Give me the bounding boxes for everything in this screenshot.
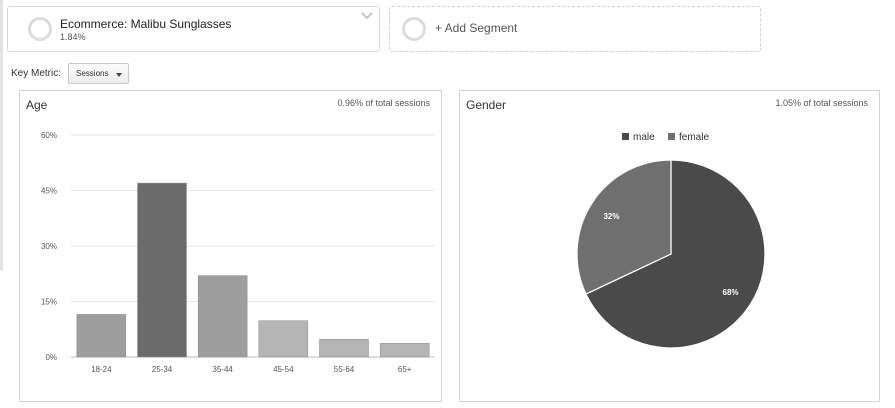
age-bar-chart: 0% 15% 30% 45% 60% 18-24 25-34 35-44 45-54 55-64 6…: [41, 131, 435, 374]
gender-pie-chart: male female 68% 32%: [576, 132, 766, 349]
gender-panel: Gender 1.05% of total sessions male femal…: [459, 90, 880, 402]
legend-label-male: male: [633, 132, 655, 143]
age-y-tick-label: 60%: [41, 131, 57, 140]
age-bar-35-44[interactable]: [197, 275, 248, 358]
age-panel-title: Age: [26, 98, 48, 112]
legend-swatch-female: [668, 133, 675, 140]
age-bar-18-24[interactable]: [76, 314, 127, 358]
key-metric-value: Sessions: [76, 69, 109, 78]
age-y-tick-label: 0%: [45, 353, 57, 362]
age-bar-55-64[interactable]: [319, 338, 369, 358]
segment-name: Ecommerce: Malibu Sunglasses: [60, 17, 232, 31]
age-y-tick-label: 15%: [41, 298, 57, 307]
segment-ring-icon: [28, 17, 52, 41]
age-panel-stat: 0.96% of total sessions: [337, 98, 430, 108]
legend-swatch-male: [622, 133, 629, 140]
add-segment-ring-icon: [402, 17, 426, 41]
key-metric-select[interactable]: Sessions: [68, 63, 129, 84]
age-bar-45-54[interactable]: [258, 320, 309, 358]
age-x-tick-label: 25-34: [152, 365, 173, 374]
age-panel: Age 0.96% of total sessions 0% 15% 30% 45% 6…: [19, 90, 442, 402]
gender-panel-stat: 1.05% of total sessions: [775, 98, 868, 108]
age-x-tick-label: 45-54: [273, 365, 294, 374]
age-y-tick-label: 30%: [41, 242, 57, 251]
pie-label-female: 32%: [603, 212, 619, 221]
age-x-tick-label: 55-64: [334, 365, 355, 374]
pie-slice-female[interactable]: [576, 159, 672, 295]
age-y-tick-label: 45%: [41, 187, 57, 196]
add-segment-label: + Add Segment: [435, 21, 518, 35]
chevron-down-icon[interactable]: [360, 9, 374, 23]
add-segment-button[interactable]: + Add Segment: [389, 6, 761, 52]
age-bar-65+[interactable]: [379, 343, 430, 358]
gender-panel-title: Gender: [466, 98, 507, 112]
age-x-tick-label: 35-44: [212, 365, 233, 374]
age-x-tick-label: 18-24: [91, 365, 112, 374]
key-metric-label: Key Metric:: [11, 68, 62, 79]
pie-slice-male[interactable]: [585, 159, 766, 349]
age-x-tick-label: 65+: [398, 365, 412, 374]
age-bar-25-34[interactable]: [137, 182, 187, 358]
segment-value: 1.84%: [60, 32, 86, 42]
pie-label-male: 68%: [723, 288, 739, 297]
caret-down-icon: [116, 73, 122, 77]
legend-label-female: female: [679, 132, 709, 143]
segment-card-active[interactable]: Ecommerce: Malibu Sunglasses 1.84%: [7, 6, 380, 52]
left-edge-strip: [0, 0, 3, 270]
